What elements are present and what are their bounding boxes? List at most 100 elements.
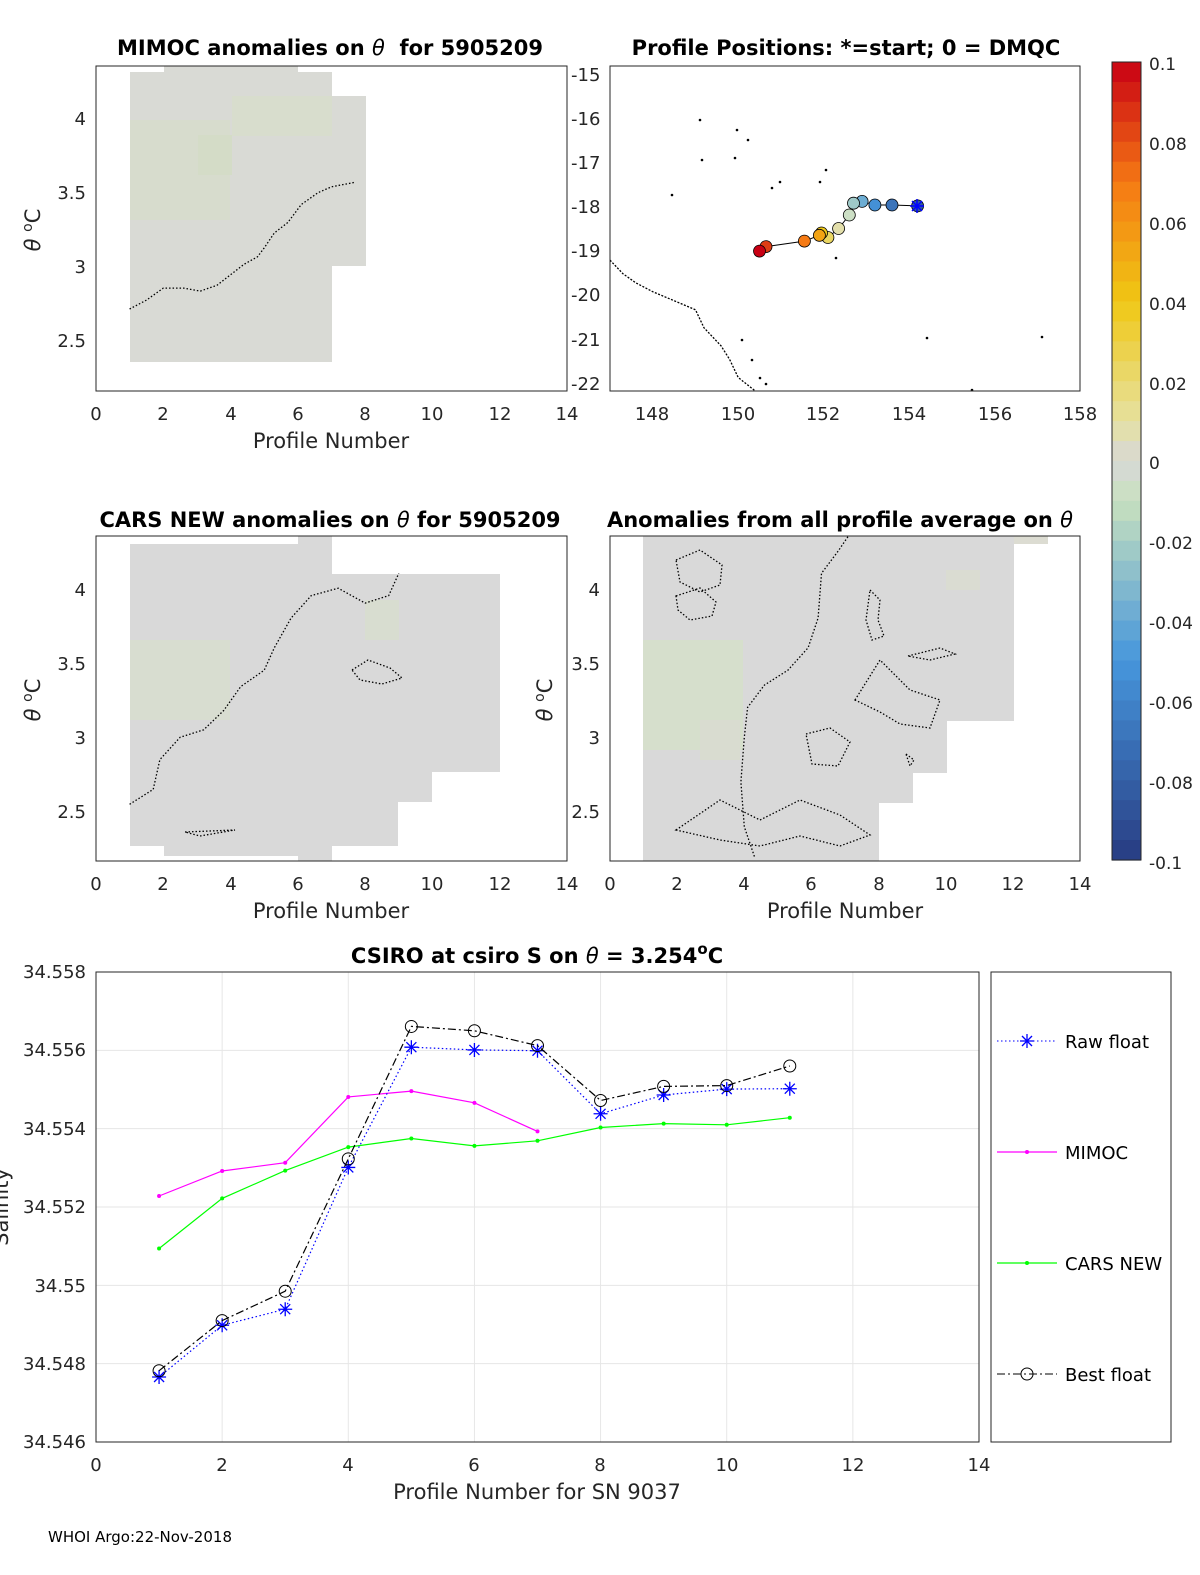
profile-marker — [885, 198, 899, 212]
mimoc-panel: MIMOC anomalies on θ for 5905209 0 2 4 6… — [20, 36, 578, 453]
x-tick-label: 12 — [842, 1455, 865, 1476]
legend-box — [990, 971, 1172, 1443]
cb-tick-label: -0.06 — [1149, 694, 1193, 714]
mimoc-heat — [130, 66, 366, 362]
y-tick-label: -16 — [571, 109, 600, 130]
positions-yticks: -15 -16 -17 -18 -19 -20 -21 -22 — [571, 65, 600, 395]
colorbar: -0.1 -0.08 -0.06 -0.04 -0.02 0 0.02 0.04… — [1111, 55, 1193, 874]
data-point-raw-float — [215, 1318, 230, 1333]
y-tick-label: 2.5 — [57, 331, 86, 352]
data-point-cars-new — [283, 1168, 288, 1173]
profile-marker — [842, 208, 856, 222]
colorbar-block — [1112, 421, 1141, 442]
y-tick-label: 3.5 — [57, 183, 86, 204]
x-tick-label: 6 — [292, 874, 303, 895]
data-point-mimoc — [409, 1089, 414, 1094]
salinity-series — [152, 1019, 797, 1384]
x-tick-label: 10 — [421, 404, 444, 425]
data-point-mimoc — [157, 1194, 162, 1199]
mimoc-title: MIMOC anomalies on θ for 5905209 — [117, 36, 543, 60]
y-tick-label: -18 — [571, 197, 600, 218]
salinity-axes — [95, 971, 980, 1443]
colorbar-block — [1112, 720, 1141, 741]
data-point-best-float — [657, 1079, 671, 1093]
x-tick-label: 8 — [359, 874, 370, 895]
x-tick-label: 148 — [635, 404, 669, 425]
y-tick-label: -21 — [571, 330, 600, 351]
legend-label: MIMOC — [1065, 1143, 1128, 1164]
y-tick-label: 34.548 — [23, 1354, 86, 1375]
mimoc-ylabel: θ oC — [20, 209, 45, 252]
x-tick-label: 12 — [489, 404, 512, 425]
colorbar-block — [1112, 441, 1141, 462]
salinity-xlabel: Profile Number for SN 9037 — [393, 1480, 681, 1504]
data-point-cars-new — [472, 1143, 477, 1148]
data-point-best-float — [404, 1019, 418, 1033]
x-tick-label: 0 — [604, 874, 615, 895]
x-tick-label: 6 — [468, 1455, 479, 1476]
salinity-ylabel: Salinity — [0, 1168, 13, 1246]
x-tick-label: 4 — [225, 404, 236, 425]
colorbar-block — [1112, 840, 1141, 861]
avg-xticks: 0 2 4 6 8 10 12 14 — [604, 874, 1091, 895]
y-tick-label: 34.554 — [23, 1119, 86, 1140]
x-tick-label: 12 — [1002, 874, 1025, 895]
positions-xticks: 148 150 152 154 156 158 — [635, 404, 1097, 425]
cb-tick-label: 0.1 — [1149, 55, 1176, 75]
colorbar-block — [1112, 461, 1141, 482]
colorbar-block — [1112, 281, 1141, 302]
y-tick-label: 34.552 — [23, 1197, 86, 1218]
cb-tick-label: -0.1 — [1149, 854, 1182, 874]
profile-marker — [832, 222, 845, 235]
data-point-cars-new — [724, 1122, 729, 1127]
y-tick-label: 2.5 — [57, 802, 86, 823]
legend-item-cars-new: CARS NEW — [997, 1254, 1162, 1275]
colorbar-block — [1112, 540, 1141, 562]
x-tick-label: 2 — [671, 874, 682, 895]
colorbar-block — [1112, 62, 1141, 83]
colorbar-ticks: -0.1 -0.08 -0.06 -0.04 -0.02 0 0.02 0.04… — [1149, 55, 1193, 874]
data-point-best-float — [783, 1059, 797, 1073]
avg-ylabel: θ oC — [532, 679, 557, 722]
colorbar-block — [1112, 660, 1141, 682]
mimoc-axes — [95, 65, 568, 392]
x-tick-label: 4 — [225, 874, 236, 895]
x-tick-label: 8 — [594, 1455, 605, 1476]
cb-tick-label: 0.08 — [1149, 135, 1187, 155]
data-point-best-float — [278, 1284, 292, 1298]
x-tick-label: 6 — [292, 404, 303, 425]
start-marker — [910, 199, 924, 213]
colorbar-block — [1112, 181, 1141, 203]
data-point-cars-new — [346, 1145, 351, 1150]
x-tick-label: 10 — [716, 1455, 739, 1476]
data-point-best-float — [341, 1152, 355, 1166]
colorbar-block — [1112, 121, 1141, 143]
profile-marker — [847, 196, 860, 210]
legend: Raw float MIMOC CARS NEW Best float — [990, 971, 1172, 1443]
colorbar-block — [1112, 81, 1141, 103]
cars-xticks: 0 2 4 6 8 10 12 14 — [90, 874, 578, 895]
avg-panel: Anomalies from all profile average on θ … — [532, 508, 1091, 923]
y-tick-label: 34.546 — [23, 1432, 86, 1453]
coastline-path — [609, 259, 756, 392]
profile-marker — [813, 228, 826, 242]
avg-xlabel: Profile Number — [767, 899, 924, 923]
data-point-cars-new — [535, 1138, 540, 1143]
data-point-raw-float — [467, 1042, 482, 1057]
colorbar-block — [1112, 101, 1141, 123]
x-tick-label: 158 — [1063, 404, 1097, 425]
colorbar-block — [1112, 141, 1141, 163]
x-tick-label: 4 — [738, 874, 749, 895]
y-tick-label: 4 — [75, 580, 86, 601]
profile-markers — [753, 194, 924, 258]
data-point-raw-float — [593, 1106, 608, 1121]
x-tick-label: 2 — [216, 1455, 227, 1476]
avg-title: Anomalies from all profile average on θ — [607, 508, 1073, 532]
y-tick-label: 4 — [589, 580, 600, 601]
data-point-mimoc — [283, 1160, 288, 1165]
x-tick-label: 14 — [556, 404, 579, 425]
cb-tick-label: 0.02 — [1149, 375, 1187, 395]
legend-item-mimoc: MIMOC — [997, 1143, 1128, 1164]
data-point-best-float — [467, 1024, 481, 1038]
